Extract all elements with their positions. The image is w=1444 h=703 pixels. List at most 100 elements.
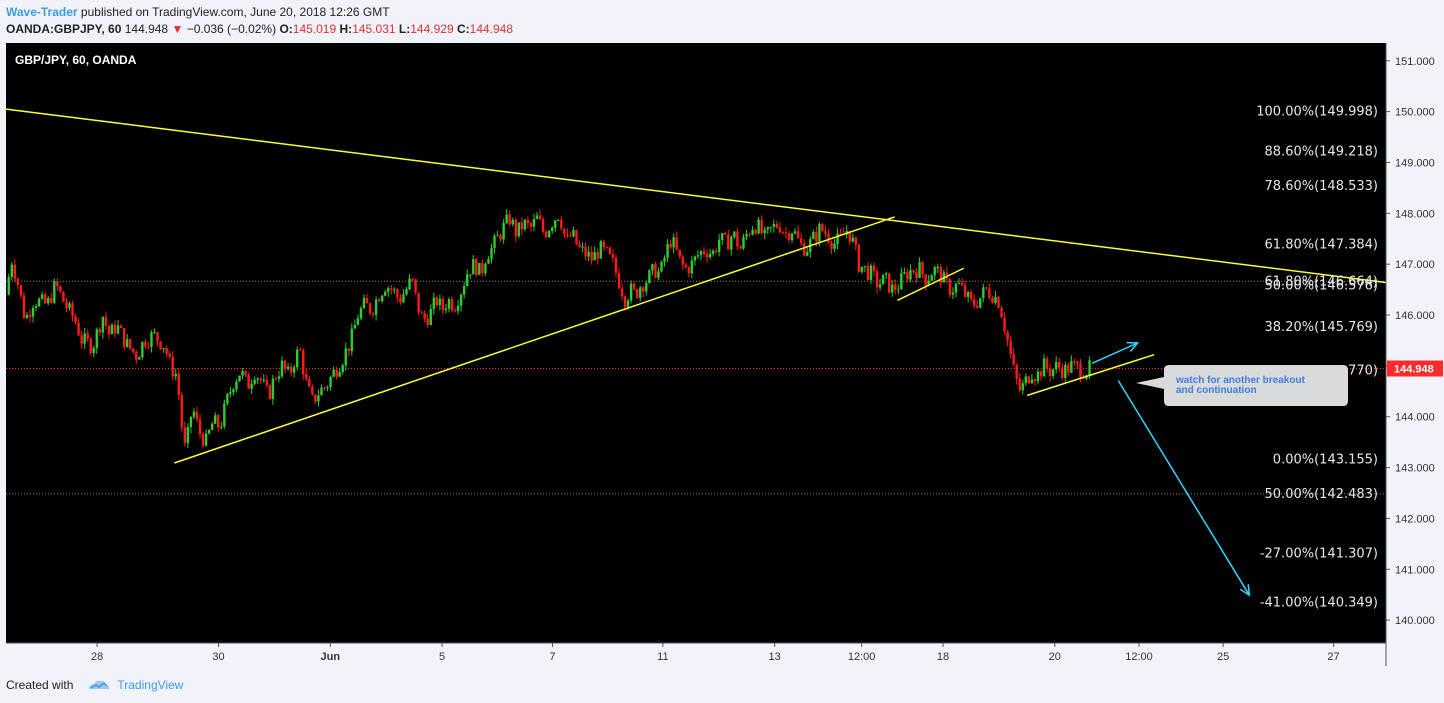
plot-background[interactable] bbox=[6, 43, 1386, 643]
candle-body-330 bbox=[1009, 340, 1012, 355]
candle-body-325 bbox=[994, 296, 997, 304]
candle-body-159 bbox=[490, 248, 493, 260]
candle-body-15 bbox=[53, 281, 56, 303]
candle-body-254 bbox=[778, 227, 782, 233]
candle-body-209 bbox=[642, 287, 645, 292]
candle-body-174 bbox=[535, 215, 539, 219]
time-tick-label-10: 12:00 bbox=[1125, 651, 1153, 663]
candle-body-231 bbox=[708, 253, 712, 258]
candle-body-111 bbox=[344, 348, 347, 366]
candle-body-28 bbox=[92, 347, 95, 353]
price-tick-label-9: 149.000 bbox=[1395, 157, 1435, 169]
candle-body-334 bbox=[1021, 383, 1024, 391]
candle-body-32 bbox=[104, 316, 108, 326]
candle-body-230 bbox=[705, 253, 709, 258]
fib-label-10: -41.00%(140.349) bbox=[1260, 595, 1378, 610]
candle-body-105 bbox=[326, 387, 329, 389]
last-price: 144.948 bbox=[124, 22, 169, 36]
candle-body-240 bbox=[736, 231, 739, 247]
candle-body-273 bbox=[836, 233, 839, 244]
created-with-text: Created with bbox=[6, 678, 74, 692]
time-axis[interactable] bbox=[6, 643, 1386, 666]
candle-body-307 bbox=[939, 267, 943, 283]
callout-bubble bbox=[1136, 365, 1348, 406]
candle-body-18 bbox=[62, 291, 65, 302]
candle-body-323 bbox=[988, 288, 991, 298]
candle-body-280 bbox=[857, 244, 861, 272]
candle-body-19 bbox=[65, 301, 68, 309]
last-price-tag-text: 144.948 bbox=[1394, 364, 1434, 376]
candle-body-45 bbox=[144, 341, 147, 347]
candle-body-136 bbox=[420, 312, 423, 314]
candle-body-12 bbox=[43, 294, 47, 304]
candle-body-255 bbox=[781, 232, 785, 234]
candle-body-198 bbox=[608, 247, 612, 254]
candle-body-195 bbox=[599, 241, 602, 259]
candle-body-6 bbox=[25, 314, 29, 319]
author-link[interactable]: Wave-Trader bbox=[6, 5, 78, 19]
candle-body-243 bbox=[745, 234, 748, 237]
candle-body-256 bbox=[784, 232, 788, 234]
candle-body-317 bbox=[969, 291, 973, 299]
candle-body-228 bbox=[699, 251, 703, 256]
time-tick-label-3: 5 bbox=[439, 651, 445, 663]
candle-body-107 bbox=[332, 369, 335, 377]
candle-body-229 bbox=[702, 251, 706, 254]
candle-body-212 bbox=[651, 264, 654, 271]
candle-body-31 bbox=[101, 316, 105, 333]
fib-label-1: 88.60%(149.218) bbox=[1265, 144, 1378, 159]
candle-body-126 bbox=[390, 288, 393, 290]
candle-body-168 bbox=[517, 222, 521, 237]
candle-body-199 bbox=[611, 253, 615, 258]
candle-body-303 bbox=[927, 280, 930, 286]
symbol-label: OANDA:GBPJPY, 60 bbox=[6, 22, 122, 36]
candle-body-316 bbox=[966, 291, 970, 297]
price-chart[interactable]: 100.00%(149.998) 88.60%(149.218) 78.60%(14… bbox=[6, 43, 1444, 666]
candle-body-295 bbox=[903, 272, 906, 274]
tradingview-cloud-icon bbox=[89, 680, 110, 689]
candle-body-291 bbox=[891, 284, 894, 293]
candle-body-311 bbox=[951, 292, 955, 295]
candle-body-106 bbox=[329, 376, 332, 388]
candle-body-75 bbox=[235, 381, 238, 390]
candle-body-262 bbox=[802, 242, 806, 256]
candle-body-233 bbox=[714, 250, 718, 252]
candle-body-99 bbox=[308, 378, 311, 387]
candle-body-305 bbox=[933, 267, 936, 276]
candle-body-294 bbox=[900, 273, 903, 290]
time-tick-label-12: 27 bbox=[1327, 651, 1339, 663]
candle-body-142 bbox=[438, 298, 442, 306]
candle-body-350 bbox=[1070, 360, 1073, 373]
candle-body-277 bbox=[848, 230, 851, 242]
candle-body-123 bbox=[380, 295, 384, 302]
price-axis[interactable] bbox=[1386, 43, 1444, 666]
tradingview-link[interactable]: TradingView bbox=[79, 678, 183, 692]
candle-body-113 bbox=[350, 328, 354, 352]
candle-body-272 bbox=[833, 243, 836, 249]
candle-body-314 bbox=[960, 282, 964, 286]
price-tick-label-0: 140.000 bbox=[1395, 615, 1435, 627]
candle-body-328 bbox=[1003, 317, 1006, 332]
candle-body-190 bbox=[584, 246, 587, 257]
time-tick-label-5: 11 bbox=[657, 651, 668, 663]
candle-body-223 bbox=[684, 264, 687, 268]
candle-body-149 bbox=[459, 294, 463, 306]
candle-body-24 bbox=[80, 335, 83, 344]
trendline-0 bbox=[6, 108, 1387, 284]
fib-label-6: 38.20%(145.769) bbox=[1265, 320, 1378, 335]
candle-body-82 bbox=[256, 378, 259, 380]
candle-body-218 bbox=[669, 243, 672, 248]
candle-body-292 bbox=[894, 284, 897, 290]
candle-body-227 bbox=[696, 255, 700, 257]
candle-body-260 bbox=[796, 231, 800, 239]
candle-body-192 bbox=[590, 251, 593, 261]
candle-body-4 bbox=[19, 285, 23, 296]
candle-body-70 bbox=[220, 426, 223, 428]
candle-body-180 bbox=[554, 220, 557, 228]
candle-body-67 bbox=[210, 423, 214, 431]
candle-body-202 bbox=[620, 288, 624, 297]
time-tick-label-9: 20 bbox=[1049, 651, 1061, 663]
candle-body-100 bbox=[311, 386, 314, 395]
chart-area[interactable]: 100.00%(149.998) 88.60%(149.218) 78.60%(14… bbox=[6, 43, 1444, 666]
candle-body-186 bbox=[572, 230, 575, 237]
